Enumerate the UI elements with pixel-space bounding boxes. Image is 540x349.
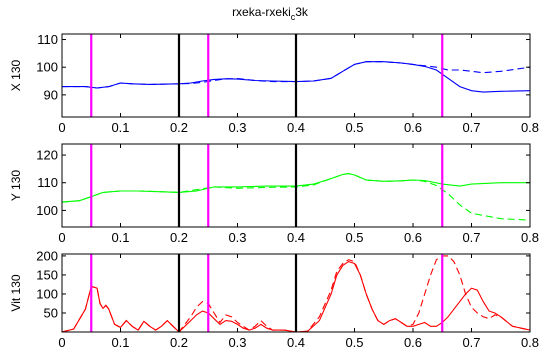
x-tick-label: 0.6 <box>404 335 422 349</box>
x-tick-label: 0.3 <box>228 120 246 135</box>
chart-title-main: rxeka-rxeki <box>232 5 291 19</box>
chart-title-suffix: 3k <box>295 5 309 19</box>
x-tick-label: 0.4 <box>287 335 305 349</box>
x-tick-label: 0.5 <box>345 335 363 349</box>
y-tick-label: 50 <box>44 305 58 320</box>
y-tick-label: 90 <box>44 87 58 102</box>
y-tick-label: 200 <box>36 248 58 263</box>
x-tick-label: 0.2 <box>170 120 188 135</box>
x-tick-label: 0.7 <box>462 120 480 135</box>
y-tick-label: 100 <box>36 203 58 218</box>
y-tick-label: 110 <box>37 32 58 47</box>
x-tick-label: 0.7 <box>462 335 480 349</box>
x-tick-label: 0.1 <box>111 120 129 135</box>
x-tick-label: 0.8 <box>521 335 539 349</box>
x-tick-label: 0.1 <box>111 335 129 349</box>
x-tick-label: 0.7 <box>462 230 480 245</box>
x-tick-label: 0.2 <box>170 335 188 349</box>
y-tick-label: 110 <box>37 175 58 190</box>
panel-1: 0 0.1 0.2 0.3 0.4 0.5 0.6 0.7 0.8 90 100 110 X 130 <box>9 32 539 135</box>
plot-content <box>62 254 530 332</box>
y-tick-label: 100 <box>36 286 58 301</box>
x-tick-label: 0.2 <box>170 230 188 245</box>
x-tick-label: 0.6 <box>404 230 422 245</box>
series-line-dashed <box>62 173 530 221</box>
y-tick-label: 120 <box>36 148 58 163</box>
y-axis-label: Vit 130 <box>9 274 23 311</box>
x-tick-label: 0.5 <box>345 120 363 135</box>
plot-content <box>62 144 530 227</box>
chart-title-subscript: c <box>291 12 296 22</box>
x-tick-label: 0.3 <box>228 335 246 349</box>
plot-content <box>62 34 530 117</box>
x-tick-label: 0.3 <box>228 230 246 245</box>
x-tick-label: 0.1 <box>111 230 129 245</box>
x-tick-label: 0 <box>58 335 65 349</box>
x-tick-label: 0 <box>58 230 65 245</box>
x-tick-label: 0.8 <box>521 120 539 135</box>
chart-title: rxeka-rxekic3k <box>232 5 309 22</box>
x-tick-label: 0.6 <box>404 120 422 135</box>
y-tick-label: 150 <box>36 267 58 282</box>
x-tick-label: 0.5 <box>345 230 363 245</box>
panel-2: 0 0.1 0.2 0.3 0.4 0.5 0.6 0.7 0.8 100 110 120 Y 130 <box>9 143 539 245</box>
y-axis-label: Y 130 <box>9 170 23 201</box>
x-tick-label: 0.4 <box>287 120 305 135</box>
x-tick-label: 0.4 <box>287 230 305 245</box>
x-tick-label: 0.8 <box>521 230 539 245</box>
panel-3: 0 0.1 0.2 0.3 0.4 0.5 0.6 0.7 0.8 50 100 150 200 Vit … <box>9 248 539 349</box>
y-tick-label: 100 <box>36 60 58 75</box>
y-axis-label: X 130 <box>9 59 23 91</box>
x-tick-label: 0 <box>58 120 65 135</box>
